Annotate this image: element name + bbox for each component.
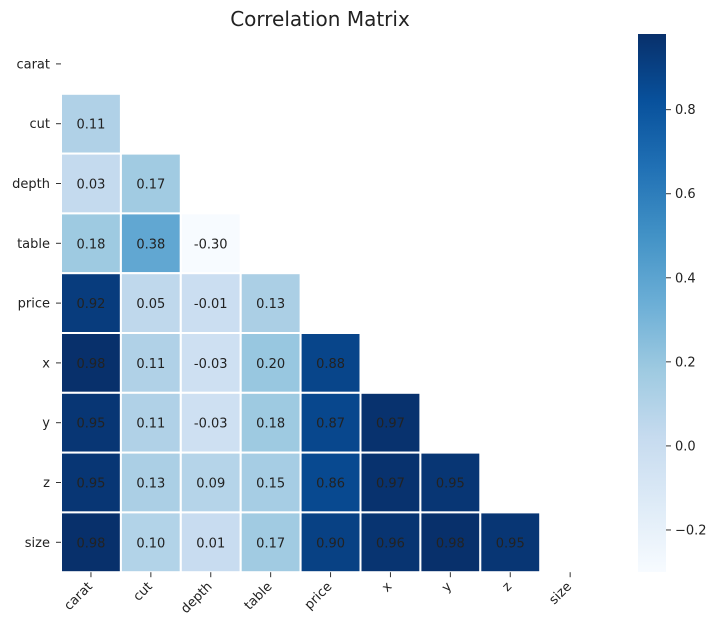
cell-value-label: 0.09: [196, 477, 225, 492]
x-tick-label-z: z: [500, 579, 516, 595]
colorbar-ticks: −0.2 0.0 0.2 0.4 0.6 0.8: [666, 103, 707, 538]
cell-value-label: 0.01: [196, 536, 225, 551]
y-tick-label-cut: cut: [30, 117, 50, 132]
heatmap-cell-y-table: [239, 391, 302, 454]
x-tick-label-depth: depth: [178, 579, 215, 616]
heatmap-cell-z-carat: [60, 451, 122, 514]
cell-value-label: 0.98: [76, 536, 105, 551]
cell-value-label: 0.87: [316, 417, 345, 432]
x-axis-tick-labels: carat cut depth table price x y z size: [61, 572, 575, 617]
cell-value-label: 0.11: [136, 417, 165, 432]
y-tick-label-table: table: [17, 237, 50, 252]
cell-value-label: 0.18: [256, 417, 285, 432]
cell-value-label: 0.95: [496, 536, 525, 551]
cell-value-label: -0.01: [194, 297, 228, 312]
heatmap-cells: 0.11 0.03 0.17 0.18 0.38 -0.30 0.92 0.05 -0.01 0.…: [60, 92, 542, 574]
colorbar-tick-label: 0.2: [675, 355, 696, 370]
heatmap-cell-z-cut: [119, 451, 182, 514]
heatmap-cell-size-z: [479, 511, 542, 574]
heatmap-cell-x-cut: [119, 332, 182, 394]
colorbar-tick-label: 0.4: [675, 271, 696, 286]
cell-value-label: 0.95: [76, 417, 105, 432]
x-tick-label-cut: cut: [131, 579, 156, 604]
x-tick-label-carat: carat: [61, 579, 95, 613]
colorbar-tick-label: −0.2: [675, 523, 707, 538]
cell-value-label: 0.13: [136, 477, 165, 492]
colorbar-tick-label: 0.6: [675, 187, 696, 202]
y-axis-tick-labels: carat cut depth table price x y z size: [12, 57, 61, 551]
cell-value-label: 0.95: [76, 477, 105, 492]
heatmap-cell-table-depth: [179, 212, 242, 275]
cell-value-label: 0.03: [76, 178, 105, 193]
cell-value-label: 0.13: [256, 297, 285, 312]
cell-value-label: 0.90: [316, 536, 345, 551]
cell-value-label: 0.20: [256, 357, 285, 372]
cell-value-label: 0.88: [316, 357, 345, 372]
cell-value-label: 0.95: [436, 477, 465, 492]
x-tick-label-price: price: [302, 579, 335, 612]
y-tick-label-size: size: [25, 536, 50, 551]
heatmap-cell-z-x: [359, 451, 422, 514]
cell-value-label: 0.97: [376, 417, 405, 432]
heatmap-cell-price-table: [239, 272, 302, 335]
x-tick-label-x: x: [379, 579, 395, 595]
cell-value-label: -0.30: [194, 237, 228, 252]
y-tick-label-depth: depth: [12, 177, 50, 192]
y-tick-label-price: price: [18, 297, 50, 312]
cell-value-label: 0.98: [76, 357, 105, 372]
y-tick-label-z: z: [43, 476, 50, 491]
cell-value-label: 0.98: [436, 536, 465, 551]
cell-value-label: 0.97: [376, 477, 405, 492]
heatmap-cell-y-x: [359, 391, 422, 454]
heatmap-cell-size-carat: [60, 511, 122, 574]
cell-value-label: 0.18: [76, 237, 105, 252]
heatmap-cell-price-cut: [119, 272, 182, 335]
cell-value-label: 0.38: [136, 237, 165, 252]
cell-value-label: 0.10: [136, 536, 165, 551]
y-tick-label-x: x: [42, 356, 50, 371]
x-tick-label-size: size: [547, 579, 575, 607]
heatmap-cell-size-depth: [179, 511, 242, 574]
colorbar-tick-label: 0.0: [675, 439, 696, 454]
heatmap-cell-y-price: [299, 391, 362, 454]
cell-value-label: 0.92: [76, 297, 105, 312]
cell-value-label: 0.11: [76, 118, 105, 133]
heatmap-cell-y-cut: [119, 391, 182, 454]
x-tick-label-y: y: [439, 579, 455, 595]
cell-value-label: 0.96: [376, 536, 405, 551]
chart-title: Correlation Matrix: [230, 7, 410, 31]
cell-value-label: 0.86: [316, 477, 345, 492]
cell-value-label: 0.15: [256, 477, 285, 492]
cell-value-label: 0.05: [136, 297, 165, 312]
x-tick-label-table: table: [242, 579, 276, 613]
y-tick-label-carat: carat: [16, 57, 50, 72]
cell-value-label: -0.03: [194, 417, 228, 432]
y-tick-label-y: y: [42, 416, 50, 431]
cell-value-label: -0.03: [194, 357, 228, 372]
heatmap-cell-x-table: [239, 332, 302, 394]
cell-value-label: 0.11: [136, 357, 165, 372]
cell-value-label: 0.17: [256, 536, 285, 551]
colorbar-gradient: [638, 34, 666, 572]
cell-value-label: 0.17: [136, 178, 165, 193]
colorbar: −0.2 0.0 0.2 0.4 0.6 0.8: [638, 34, 707, 572]
colorbar-tick-label: 0.8: [675, 103, 696, 118]
